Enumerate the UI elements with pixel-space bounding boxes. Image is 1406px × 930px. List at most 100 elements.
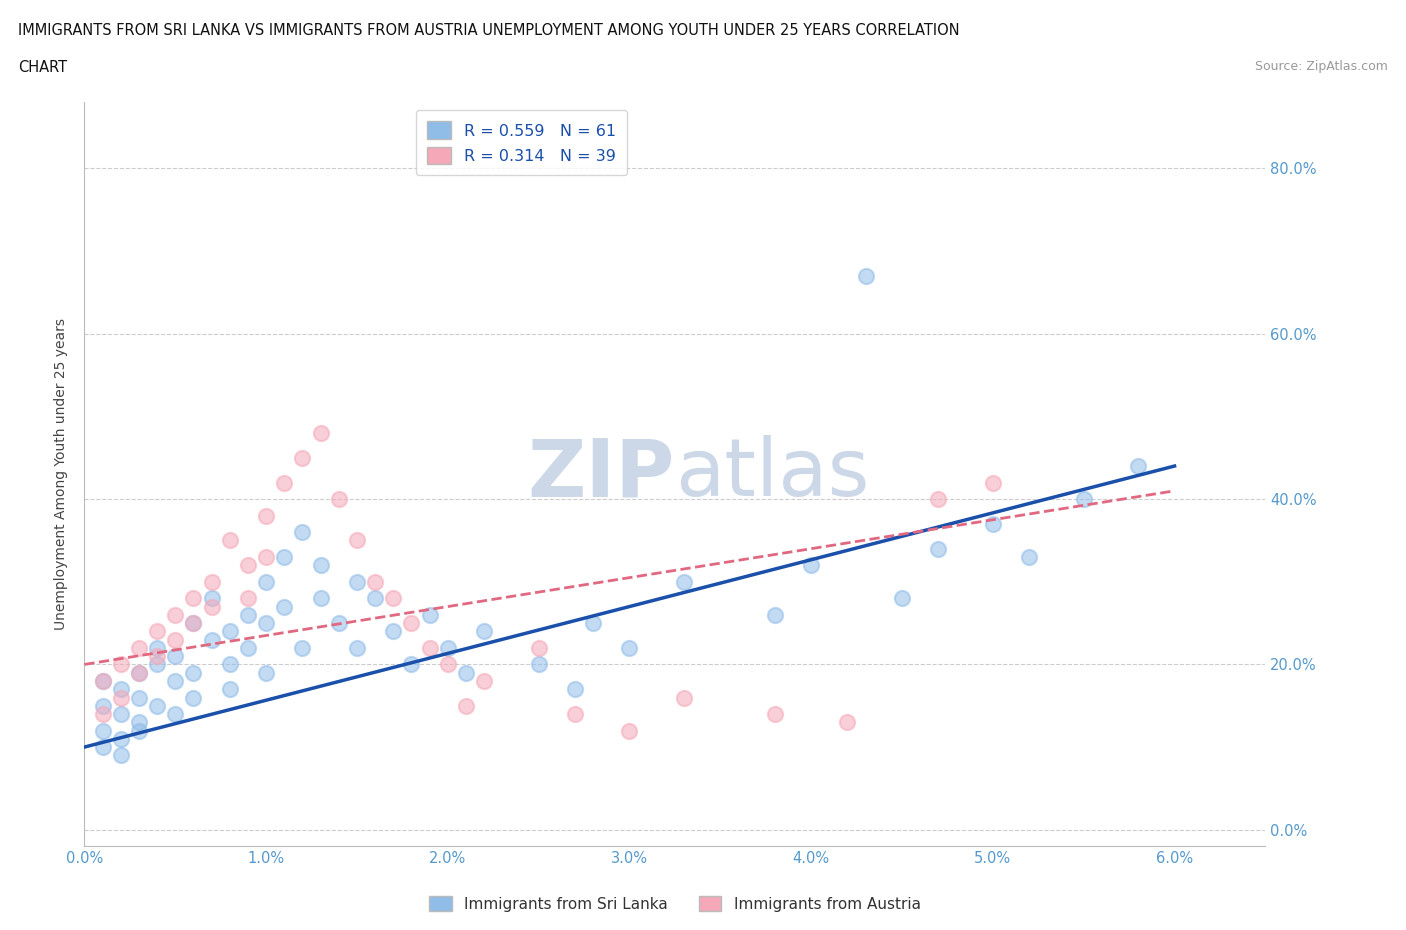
Point (128, 724, 150, 738)
Point (110, 707, 132, 722)
Point (183, 616, 205, 631)
Point (328, 616, 350, 631)
Point (128, 665, 150, 680)
Point (110, 731, 132, 746)
Point (472, 673, 495, 688)
Point (419, 641, 441, 656)
Point (200, 591, 222, 605)
Point (927, 492, 949, 507)
Point (91, 739, 114, 754)
Point (218, 657, 240, 671)
Point (236, 591, 259, 605)
Point (218, 533, 240, 548)
Point (364, 575, 387, 590)
Point (128, 715, 150, 730)
Point (855, 269, 877, 284)
Point (436, 641, 458, 656)
Point (763, 607, 786, 622)
Point (436, 657, 458, 671)
Point (981, 475, 1004, 490)
Point (346, 575, 368, 590)
Point (183, 591, 205, 605)
Point (291, 641, 314, 656)
Point (128, 690, 150, 705)
Point (672, 575, 695, 590)
Point (165, 673, 187, 688)
Point (672, 690, 695, 705)
Point (165, 707, 187, 722)
Point (401, 657, 423, 671)
Point (527, 641, 550, 656)
Point (619, 724, 641, 738)
Point (346, 641, 368, 656)
Point (91, 724, 114, 738)
Legend: Immigrants from Sri Lanka, Immigrants from Austria: Immigrants from Sri Lanka, Immigrants fr… (423, 889, 927, 918)
Point (254, 616, 277, 631)
Point (837, 715, 859, 730)
Point (110, 748, 132, 763)
Point (382, 624, 405, 639)
Point (183, 616, 205, 631)
Point (254, 508, 277, 523)
Point (146, 624, 169, 639)
Point (564, 707, 586, 722)
Point (800, 558, 823, 573)
Point (128, 665, 150, 680)
Point (364, 591, 387, 605)
Point (981, 516, 1004, 531)
Point (419, 607, 441, 622)
Point (165, 632, 187, 647)
Point (165, 607, 187, 622)
Point (110, 682, 132, 697)
Point (236, 607, 259, 622)
Point (763, 707, 786, 722)
Point (254, 665, 277, 680)
Point (91, 673, 114, 688)
Point (346, 533, 368, 548)
Point (619, 641, 641, 656)
Text: CHART: CHART (18, 60, 67, 75)
Point (200, 599, 222, 614)
Point (91, 707, 114, 722)
Point (165, 649, 187, 664)
Point (91, 698, 114, 713)
Point (146, 698, 169, 713)
Point (291, 525, 314, 539)
Point (254, 575, 277, 590)
Point (200, 632, 222, 647)
Legend: R = 0.559   N = 61, R = 0.314   N = 39: R = 0.559 N = 61, R = 0.314 N = 39 (416, 111, 627, 176)
Point (309, 426, 332, 441)
Point (1018, 550, 1040, 565)
Point (454, 665, 477, 680)
Point (91, 673, 114, 688)
Point (200, 575, 222, 590)
Point (401, 616, 423, 631)
Point (472, 624, 495, 639)
Point (582, 616, 605, 631)
Point (236, 641, 259, 656)
Point (927, 541, 949, 556)
Text: IMMIGRANTS FROM SRI LANKA VS IMMIGRANTS FROM AUSTRIA UNEMPLOYMENT AMONG YOUTH UN: IMMIGRANTS FROM SRI LANKA VS IMMIGRANTS … (18, 23, 960, 38)
Point (128, 641, 150, 656)
Point (273, 599, 295, 614)
Point (110, 657, 132, 671)
Point (183, 665, 205, 680)
Point (110, 690, 132, 705)
Point (236, 558, 259, 573)
Point (328, 492, 350, 507)
Point (273, 550, 295, 565)
Point (146, 657, 169, 671)
Point (273, 475, 295, 490)
Point (218, 624, 240, 639)
Point (891, 591, 914, 605)
Point (309, 558, 332, 573)
Point (218, 682, 240, 697)
Text: Source: ZipAtlas.com: Source: ZipAtlas.com (1254, 60, 1388, 73)
Point (1128, 458, 1150, 473)
Text: ZIP: ZIP (527, 435, 675, 513)
Point (527, 657, 550, 671)
Point (254, 550, 277, 565)
Point (454, 698, 477, 713)
Point (564, 682, 586, 697)
Y-axis label: Unemployment Among Youth under 25 years: Unemployment Among Youth under 25 years (55, 318, 69, 631)
